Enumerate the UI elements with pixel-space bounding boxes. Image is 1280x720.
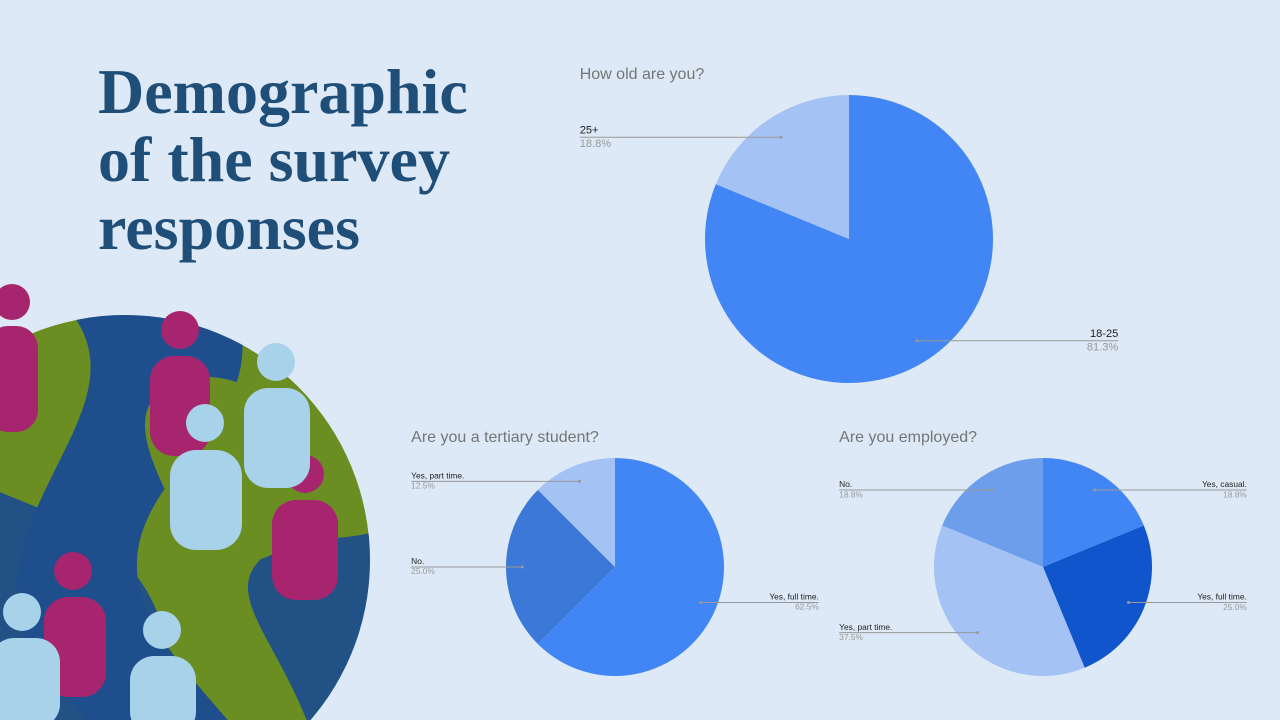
slide-title: Demographic of the survey responses: [98, 56, 468, 263]
pie-slice: [715, 95, 849, 239]
leader-dot: [1127, 601, 1131, 605]
slice-label: Yes, part time.: [839, 622, 892, 632]
slice-label: 18-25: [1090, 328, 1118, 340]
leader-dot: [976, 631, 980, 635]
leader-dot: [915, 339, 919, 343]
pie-slice: [537, 458, 724, 676]
leader-dot: [520, 565, 524, 569]
pie-slice: [537, 458, 615, 567]
chart-title: Are you a tertiary student?: [411, 429, 599, 446]
slice-label: Yes, full time.: [769, 592, 819, 602]
pie-slice: [505, 489, 615, 645]
pie-slice: [933, 525, 1085, 677]
slice-value-label: 18.8%: [839, 489, 863, 499]
slice-value-label: 81.3%: [1087, 341, 1119, 353]
slice-value-label: 25.0%: [411, 566, 435, 576]
slice-value-label: 25.0%: [1223, 602, 1247, 612]
slice-label: No.: [411, 556, 424, 566]
slice-value-label: 12.5%: [411, 481, 435, 491]
pie-slice: [1043, 525, 1152, 668]
slice-label: Yes, casual.: [1202, 479, 1247, 489]
slice-label: No.: [839, 479, 852, 489]
leader-dot: [578, 479, 582, 483]
slice-label: Yes, full time.: [1197, 592, 1247, 602]
leader-dot: [699, 600, 703, 604]
slice-label: 25+: [580, 125, 599, 137]
slice-value-label: 18.8%: [580, 138, 612, 150]
pie-slice: [942, 458, 1043, 567]
leader-dot: [1093, 488, 1097, 492]
slice-value-label: 37.5%: [839, 632, 863, 642]
slice-value-label: 62.5%: [795, 602, 819, 612]
globe-illustration: [0, 284, 370, 720]
leader-dot: [779, 135, 783, 139]
slice-label: Yes, part time.: [411, 471, 464, 481]
chart-title: Are you employed?: [839, 429, 977, 446]
pie-slice: [1043, 458, 1144, 567]
chart-title: How old are you?: [580, 66, 705, 83]
leader-dot: [989, 488, 993, 492]
slice-value-label: 18.8%: [1223, 489, 1247, 499]
